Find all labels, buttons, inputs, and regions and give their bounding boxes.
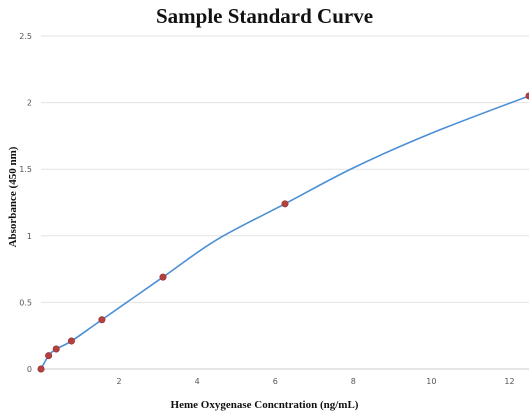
data-point — [98, 316, 106, 324]
x-tick-label: 12 — [504, 377, 514, 386]
x-tick-labels: 2 4 6 8 10 12 — [117, 377, 515, 386]
x-tick-label: 8 — [351, 377, 356, 386]
x-tick-label: 10 — [426, 377, 436, 386]
data-point — [67, 337, 75, 345]
data-point — [159, 273, 167, 281]
y-tick-label: 1.5 — [19, 165, 32, 174]
y-tick-labels: 0 0.5 1 1.5 2 2.5 — [19, 32, 32, 374]
x-tick-label: 6 — [273, 377, 278, 386]
y-tick-label: 0.5 — [19, 298, 32, 307]
data-point — [52, 345, 60, 353]
fit-curve — [40, 95, 529, 370]
data-point — [45, 352, 53, 360]
x-tick-label: 2 — [117, 377, 122, 386]
y-tick-label: 2 — [27, 99, 32, 108]
data-points — [37, 92, 529, 373]
x-tick-label: 4 — [195, 377, 200, 386]
y-tick-label: 2.5 — [19, 32, 32, 41]
y-tick-label: 0 — [27, 365, 32, 374]
x-axis-label: Heme Oxygenase Concntration (ng/mL) — [170, 399, 359, 411]
gridlines — [41, 35, 529, 370]
chart-title: Sample Standard Curve — [155, 4, 374, 28]
data-point — [281, 200, 289, 208]
data-point — [37, 365, 45, 373]
y-tick-label: 1 — [27, 232, 32, 241]
